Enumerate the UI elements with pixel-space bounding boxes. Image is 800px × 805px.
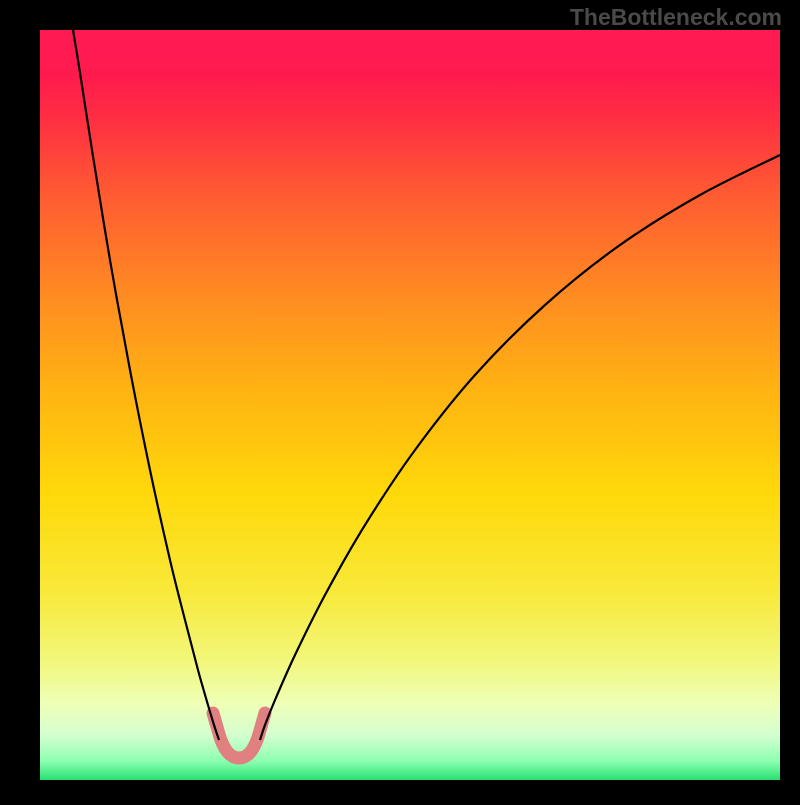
bottleneck-chart <box>0 0 800 800</box>
plot-area <box>40 30 780 780</box>
chart-container: { "chart": { "type": "line", "background… <box>0 0 800 800</box>
attribution-text: TheBottleneck.com <box>570 4 782 31</box>
